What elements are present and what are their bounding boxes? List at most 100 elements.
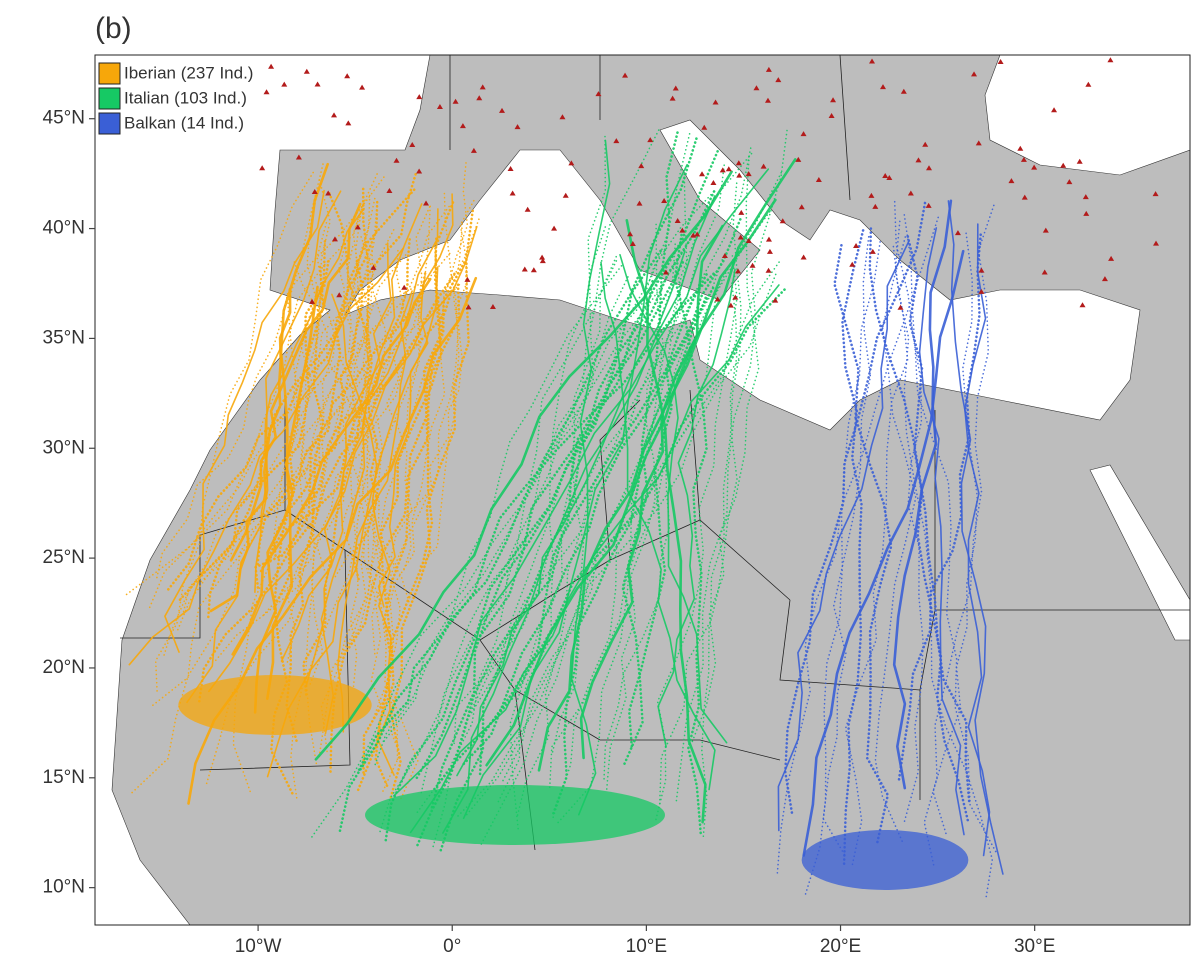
land [95, 55, 1190, 925]
colony [370, 264, 377, 270]
track [388, 209, 474, 802]
track [200, 288, 426, 583]
track [621, 131, 679, 767]
track [299, 179, 331, 766]
track [570, 139, 611, 816]
colony [975, 140, 982, 146]
track [177, 173, 417, 603]
wintering-area [801, 830, 969, 890]
track [285, 240, 327, 744]
colony [830, 97, 837, 103]
colony [1051, 107, 1058, 113]
colony [354, 224, 361, 230]
lat-tick-label: 25°N [43, 547, 85, 568]
colony [661, 198, 668, 204]
colony [1101, 276, 1108, 282]
track [841, 229, 865, 868]
track [377, 193, 454, 608]
panel-label: (b) [95, 12, 132, 45]
black-sea [984, 55, 1190, 176]
track [579, 224, 724, 760]
colony [849, 261, 856, 267]
colony [423, 200, 430, 206]
track [320, 203, 423, 735]
track [485, 158, 797, 767]
track [349, 236, 374, 689]
lon-tick-label: 10°E [626, 936, 667, 957]
track [918, 227, 965, 836]
track [253, 285, 319, 714]
track [964, 223, 991, 857]
colony [514, 124, 521, 130]
colony [459, 123, 466, 129]
colony [766, 248, 773, 254]
track [627, 273, 708, 752]
colony [539, 258, 546, 264]
colony [760, 163, 767, 169]
track [619, 254, 728, 744]
colony [1021, 194, 1028, 200]
colony [295, 154, 302, 160]
colony [737, 234, 744, 240]
track [314, 170, 733, 761]
colony [559, 114, 566, 120]
track [374, 283, 461, 790]
track [675, 129, 788, 803]
track [658, 182, 742, 805]
track [432, 288, 786, 792]
track [373, 265, 623, 769]
colony [954, 230, 961, 236]
colony [281, 81, 288, 87]
colony [701, 124, 708, 130]
colony [452, 98, 459, 104]
track [625, 219, 707, 824]
colony [764, 97, 771, 103]
colony [710, 179, 717, 185]
track [453, 239, 696, 746]
colony [1076, 158, 1083, 164]
colony [926, 165, 933, 171]
colony [524, 206, 531, 212]
colony [1107, 57, 1114, 63]
track [231, 277, 432, 656]
colony [647, 137, 654, 143]
track [478, 190, 716, 779]
colony [345, 120, 352, 126]
colony [507, 165, 514, 171]
atlantic-ocean [95, 55, 431, 925]
lat-tick-label: 35°N [43, 327, 85, 348]
legend-label: Balkan (14 Ind.) [124, 113, 244, 132]
colony [900, 88, 907, 94]
lat-tick-label: 10°N [43, 877, 85, 898]
track [206, 259, 330, 620]
colony [712, 99, 719, 105]
colony [978, 288, 985, 294]
colony [309, 298, 316, 304]
lon-tick-label: 20°E [820, 936, 861, 957]
track [352, 205, 382, 655]
colony [568, 160, 575, 166]
colony [401, 284, 408, 290]
colony [263, 89, 270, 95]
colony [562, 192, 569, 198]
mediterranean-sea [344, 119, 1141, 431]
lon-tick-label: 10°W [235, 936, 282, 957]
colony [470, 147, 477, 153]
track [128, 247, 404, 666]
colony [464, 276, 471, 282]
track [457, 273, 777, 817]
track [874, 236, 917, 845]
track [272, 200, 379, 640]
colony [1042, 227, 1049, 233]
colony [736, 172, 743, 178]
track [229, 202, 362, 562]
colony [613, 138, 620, 144]
colony [636, 200, 643, 206]
colony [1108, 255, 1115, 261]
colony [622, 72, 629, 78]
track [868, 227, 971, 803]
colony [1083, 210, 1090, 216]
colony [765, 267, 772, 273]
colony [765, 236, 772, 242]
colony [1041, 269, 1048, 275]
